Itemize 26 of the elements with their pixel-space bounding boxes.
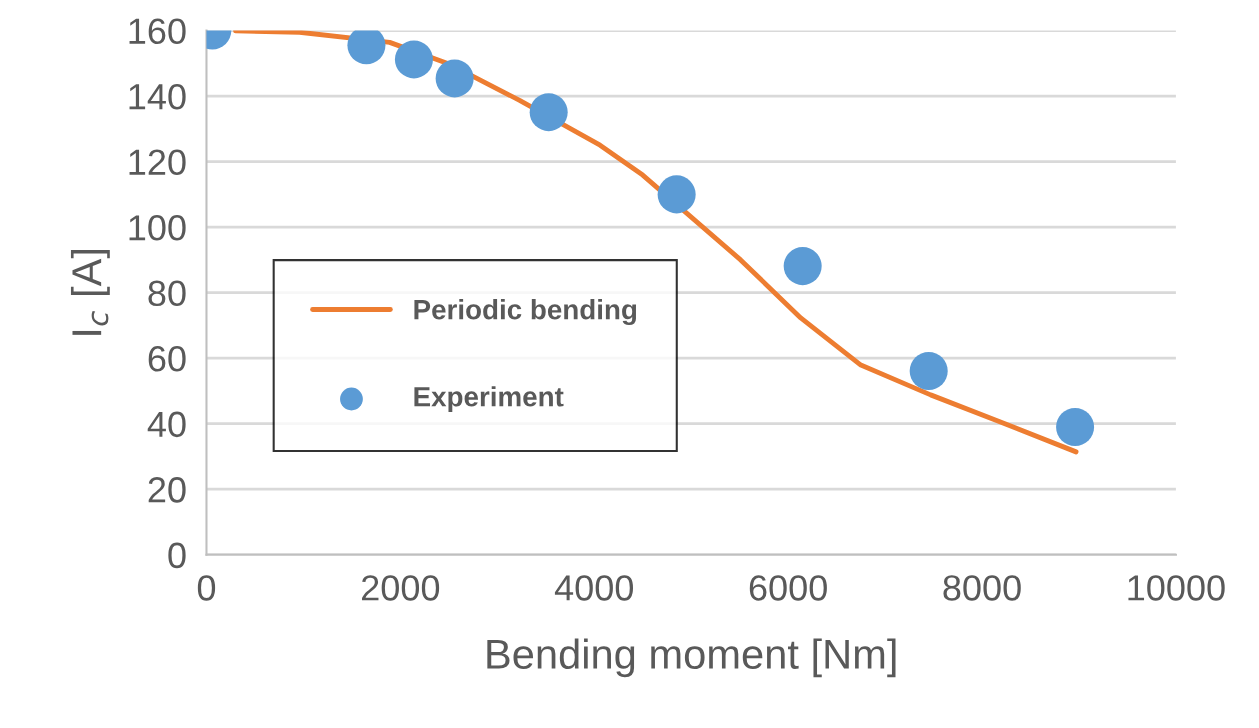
y-tick-label: 0	[168, 542, 186, 569]
y-axis-title: I$_{c}$ [A]	[70, 250, 110, 335]
y-tick-label: 120	[129, 149, 186, 176]
x-tick-label: 10000	[1128, 575, 1225, 601]
point	[909, 351, 948, 390]
x-tick-label: 0	[197, 575, 216, 601]
x-tick-label: 2000	[362, 575, 440, 601]
point	[394, 40, 433, 79]
point	[529, 93, 568, 132]
y-tick-label: 160	[129, 18, 186, 45]
point	[435, 59, 474, 98]
y-tick-label: 100	[129, 215, 186, 241]
x-axis-title: Bending moment [Nm]	[487, 638, 896, 678]
y-tick-label: 20	[148, 477, 186, 503]
legend-label: Experiment	[414, 386, 564, 413]
x-tick-label: 6000	[749, 575, 827, 601]
point	[783, 247, 822, 286]
x-tick-label: 4000	[554, 575, 634, 601]
y-tick-label: 40	[147, 411, 186, 438]
point	[657, 175, 696, 214]
legend-label: Periodic bending	[414, 299, 637, 326]
y-tick-label: 80	[148, 280, 186, 307]
point	[1056, 407, 1095, 446]
y-tick-label: 60	[148, 346, 186, 372]
y-tick-label: 140	[129, 83, 186, 110]
x-tick-label: 8000	[943, 575, 1021, 601]
